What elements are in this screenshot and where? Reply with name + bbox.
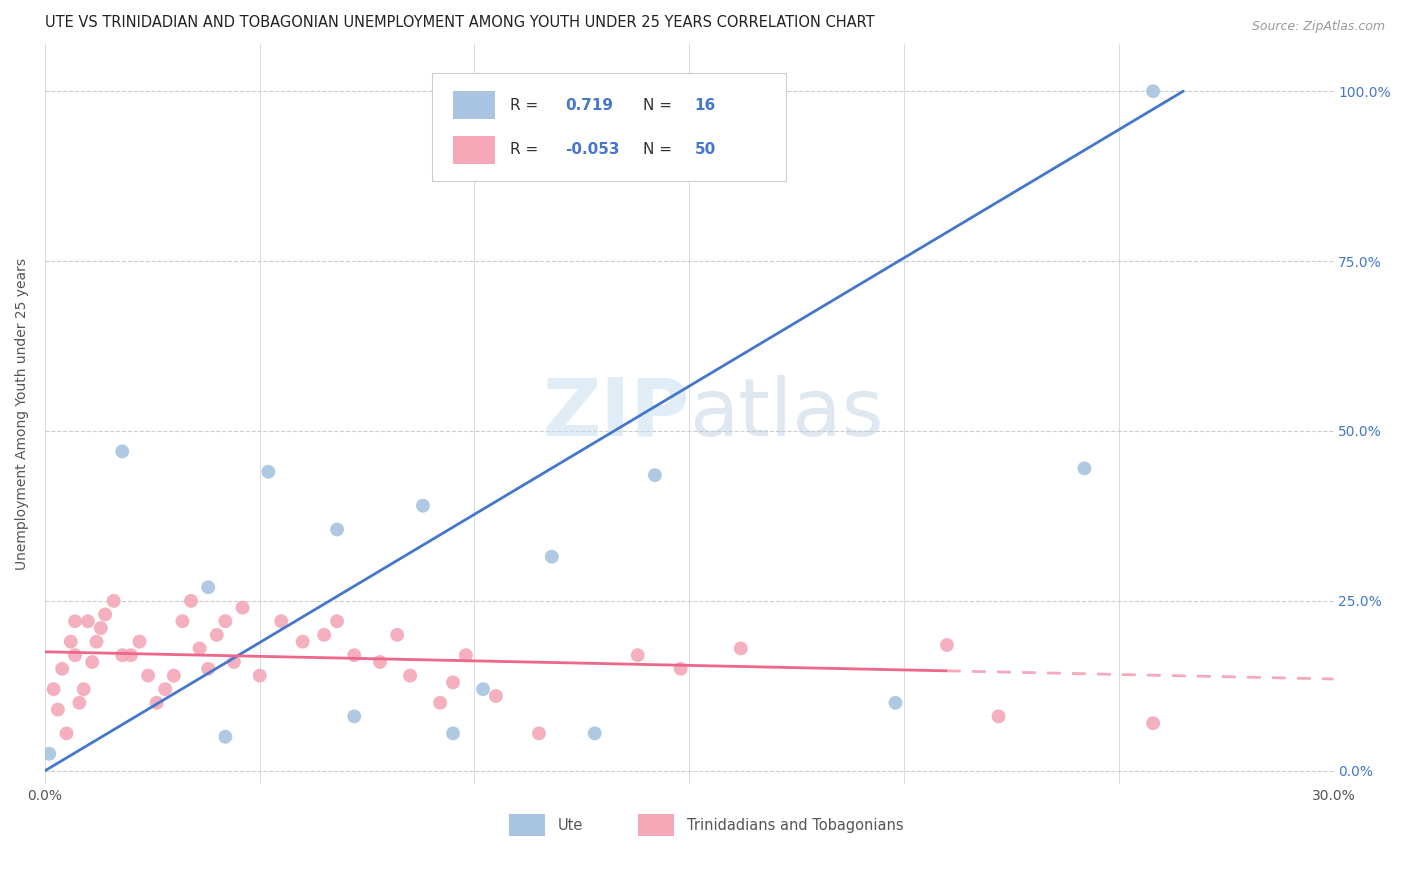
Point — [63, 648, 86, 663]
Text: 0.719: 0.719 — [565, 97, 613, 112]
Point — [270, 614, 292, 628]
Point — [63, 614, 86, 628]
Bar — [454, 91, 495, 120]
Point — [1142, 84, 1164, 98]
Point — [368, 655, 391, 669]
Point — [172, 614, 194, 628]
Text: Ute: Ute — [558, 818, 583, 832]
Point — [454, 648, 477, 663]
Point — [429, 696, 451, 710]
Text: ZIP: ZIP — [541, 375, 689, 453]
Point — [77, 614, 100, 628]
Text: atlas: atlas — [689, 375, 883, 453]
Point — [257, 465, 280, 479]
Point — [936, 638, 959, 652]
Point — [214, 730, 236, 744]
Point — [987, 709, 1010, 723]
Point — [94, 607, 117, 622]
Point — [291, 634, 314, 648]
Text: UTE VS TRINIDADIAN AND TOBAGONIAN UNEMPLOYMENT AMONG YOUTH UNDER 25 YEARS CORREL: UTE VS TRINIDADIAN AND TOBAGONIAN UNEMPL… — [45, 15, 875, 30]
Text: 50: 50 — [695, 142, 716, 157]
Point — [343, 648, 366, 663]
Text: N =: N = — [643, 97, 676, 112]
Point — [197, 662, 219, 676]
Point — [232, 600, 254, 615]
Bar — [454, 136, 495, 163]
Point — [669, 662, 692, 676]
Point — [412, 499, 434, 513]
Point — [485, 689, 508, 703]
Point — [120, 648, 142, 663]
Point — [59, 634, 82, 648]
Text: N =: N = — [643, 142, 676, 157]
Point — [111, 648, 134, 663]
Point — [90, 621, 112, 635]
FancyBboxPatch shape — [432, 73, 786, 181]
Point — [42, 682, 65, 697]
Text: Source: ZipAtlas.com: Source: ZipAtlas.com — [1251, 20, 1385, 33]
Point — [326, 523, 349, 537]
Point — [249, 668, 271, 682]
Point — [222, 655, 245, 669]
Point — [1142, 716, 1164, 731]
Point — [644, 468, 666, 483]
Point — [103, 594, 125, 608]
Point — [343, 709, 366, 723]
Point — [111, 444, 134, 458]
Point — [155, 682, 177, 697]
Point — [38, 747, 60, 761]
Point — [730, 641, 752, 656]
Point — [583, 726, 606, 740]
Text: R =: R = — [510, 97, 543, 112]
Text: 16: 16 — [695, 97, 716, 112]
Bar — [509, 814, 546, 836]
Point — [399, 668, 422, 682]
Point — [385, 628, 408, 642]
Point — [46, 702, 69, 716]
Point — [136, 668, 159, 682]
Point — [55, 726, 77, 740]
Point — [884, 696, 907, 710]
Point — [180, 594, 202, 608]
Point — [540, 549, 562, 564]
Text: R =: R = — [510, 142, 543, 157]
Point — [314, 628, 336, 642]
Point — [214, 614, 236, 628]
Point — [128, 634, 150, 648]
Point — [163, 668, 186, 682]
Point — [441, 675, 464, 690]
Point — [51, 662, 73, 676]
Point — [86, 634, 108, 648]
Bar — [638, 814, 673, 836]
Point — [82, 655, 104, 669]
Text: Trinidadians and Tobagonians: Trinidadians and Tobagonians — [686, 818, 903, 832]
Point — [627, 648, 650, 663]
Point — [472, 682, 495, 697]
Text: -0.053: -0.053 — [565, 142, 620, 157]
Point — [1073, 461, 1095, 475]
Point — [67, 696, 90, 710]
Point — [326, 614, 349, 628]
Point — [145, 696, 167, 710]
Y-axis label: Unemployment Among Youth under 25 years: Unemployment Among Youth under 25 years — [15, 258, 30, 570]
Point — [527, 726, 550, 740]
Point — [197, 580, 219, 594]
Point — [205, 628, 228, 642]
Point — [441, 726, 464, 740]
Point — [72, 682, 94, 697]
Point — [188, 641, 211, 656]
